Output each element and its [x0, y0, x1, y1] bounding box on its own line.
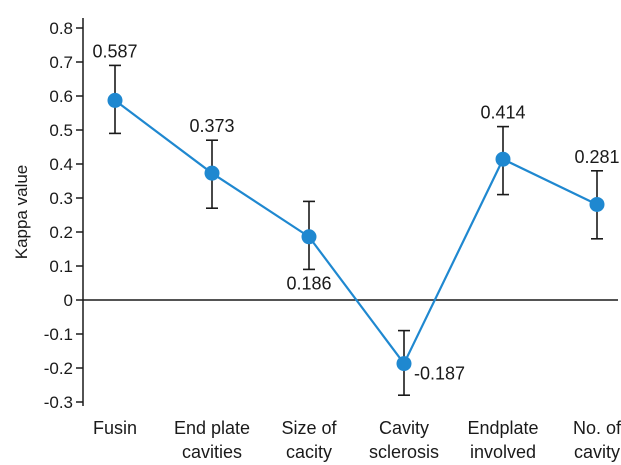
y-tick-label: -0.2: [44, 359, 73, 378]
data-label: 0.281: [574, 147, 619, 167]
y-axis-ticks: 0.8 0.7 0.6 0.5 0.4 0.3 0.2 0.1 0 -0.1 -0.2 -0.3: [44, 19, 83, 412]
y-tick-label: 0.6: [49, 87, 73, 106]
data-label: -0.187: [414, 364, 465, 384]
y-axis-title: Kappa value: [12, 165, 31, 260]
data-point: [495, 151, 511, 167]
x-category-label: sclerosis: [369, 442, 439, 462]
data-label: 0.186: [286, 273, 331, 293]
x-axis-categories: Fusin End plate cavities Size of cacity Cavit…: [93, 418, 621, 462]
x-category-label: End plate: [174, 418, 250, 438]
y-tick-label: 0.2: [49, 223, 73, 242]
data-point: [204, 165, 220, 181]
y-tick-label: -0.3: [44, 393, 73, 412]
data-label: 0.373: [189, 116, 234, 136]
data-points: [107, 92, 605, 372]
x-category-label: cavities: [182, 442, 242, 462]
series: [114, 99, 598, 366]
x-category-label: No. of: [573, 418, 621, 438]
x-category-label: cavity: [574, 442, 620, 462]
x-category-label: involved: [470, 442, 536, 462]
data-point: [589, 196, 605, 212]
data-point: [301, 229, 317, 245]
y-tick-label: 0.8: [49, 19, 73, 38]
error-bars: [109, 64, 603, 397]
y-tick-label: 0.5: [49, 121, 73, 140]
data-label: 0.587: [92, 41, 137, 61]
x-category-label: Endplate: [467, 418, 538, 438]
y-tick-label: 0: [64, 291, 73, 310]
y-tick-label: -0.1: [44, 325, 73, 344]
series-line: [114, 99, 598, 366]
y-tick-label: 0.7: [49, 53, 73, 72]
data-point: [396, 356, 412, 372]
y-tick-label: 0.4: [49, 155, 73, 174]
y-tick-label: 0.3: [49, 189, 73, 208]
data-labels: 0.587 0.373 0.186 -0.187 0.414 0.281: [92, 41, 619, 383]
data-label: 0.414: [480, 103, 525, 123]
x-category-label: Fusin: [93, 418, 137, 438]
y-tick-label: 0.1: [49, 257, 73, 276]
x-category-label: cacity: [286, 442, 332, 462]
data-point: [107, 92, 123, 108]
x-category-label: Cavity: [379, 418, 429, 438]
x-category-label: Size of: [281, 418, 337, 438]
